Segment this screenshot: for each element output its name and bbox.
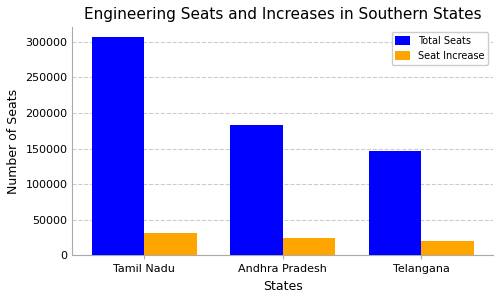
Bar — [368, 151, 422, 256]
Title: Engineering Seats and Increases in Southern States: Engineering Seats and Increases in South… — [84, 7, 481, 22]
Bar — [422, 241, 474, 256]
X-axis label: States: States — [263, 280, 302, 293]
Bar — [144, 233, 197, 256]
Legend: Total Seats, Seat Increase: Total Seats, Seat Increase — [392, 32, 488, 65]
Bar — [283, 238, 336, 256]
Y-axis label: Number of Seats: Number of Seats — [7, 89, 20, 194]
Bar — [230, 125, 283, 256]
Bar — [92, 37, 144, 256]
